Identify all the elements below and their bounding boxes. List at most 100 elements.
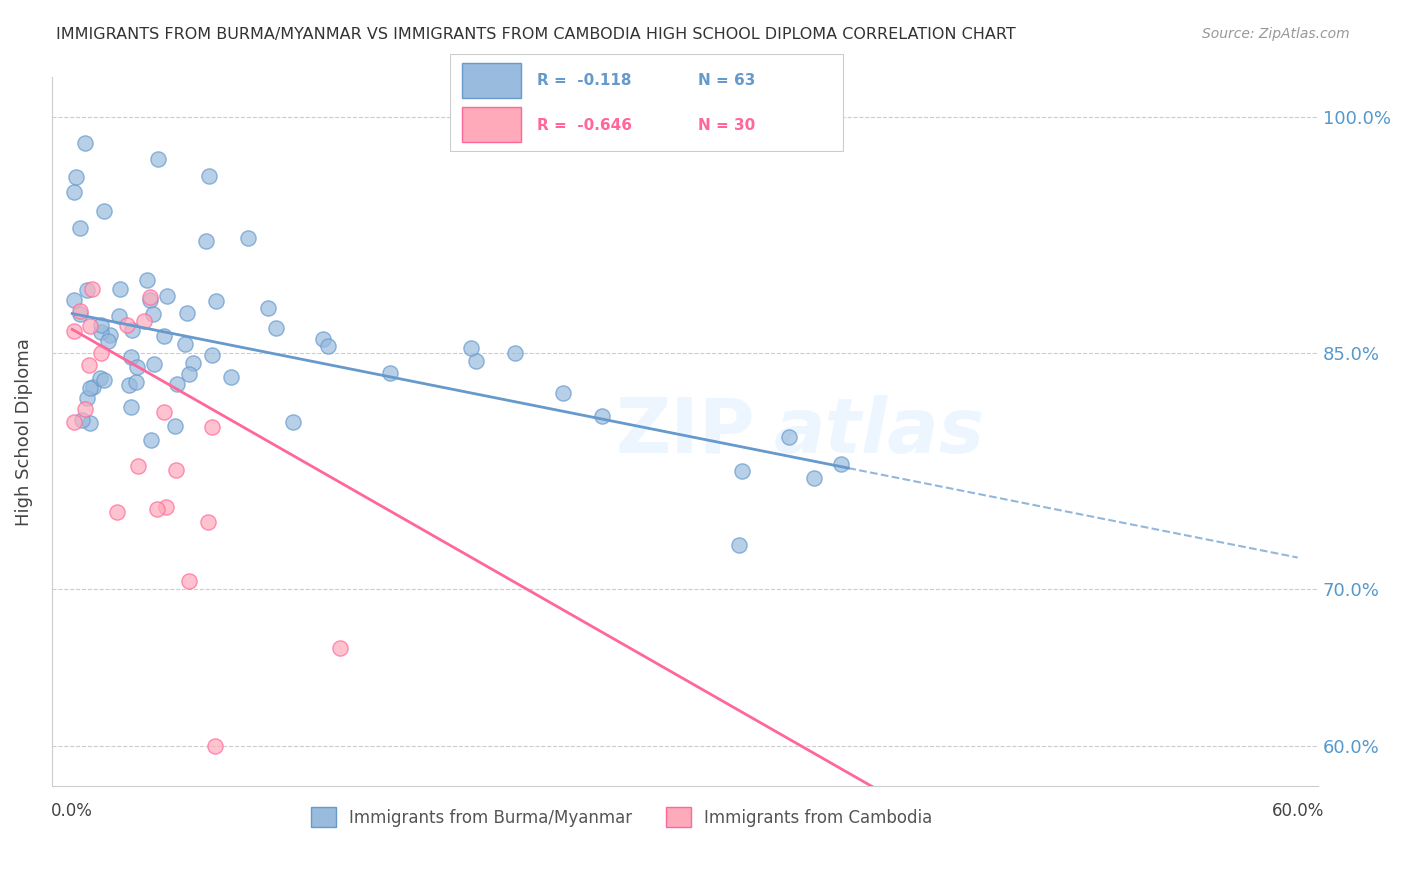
Point: [236, 231, 259, 245]
Point: [79, 381, 101, 395]
Point: [105, 505, 128, 519]
Point: [69, 304, 91, 318]
Point: [79, 318, 101, 333]
Point: [63, 324, 86, 338]
Point: [460, 341, 482, 355]
Point: [136, 273, 159, 287]
FancyBboxPatch shape: [461, 108, 520, 142]
Point: [152, 405, 174, 419]
Point: [778, 430, 800, 444]
Point: [194, 234, 217, 248]
Point: [143, 358, 166, 372]
Point: [69, 221, 91, 235]
Point: [146, 153, 169, 167]
Point: [266, 320, 288, 334]
Point: [166, 377, 188, 392]
Text: N = 63: N = 63: [697, 73, 755, 88]
Point: [146, 501, 169, 516]
Point: [256, 301, 278, 315]
Point: [727, 538, 749, 552]
Point: [98, 328, 121, 343]
Point: [281, 415, 304, 429]
Point: [117, 378, 139, 392]
Point: [76, 283, 98, 297]
Point: [176, 306, 198, 320]
Point: [204, 739, 226, 754]
Point: [82, 380, 104, 394]
Point: [591, 409, 613, 424]
Point: [152, 328, 174, 343]
Point: [316, 339, 339, 353]
Text: Source: ZipAtlas.com: Source: ZipAtlas.com: [1202, 27, 1350, 41]
Text: ZIP: ZIP: [616, 394, 755, 468]
Point: [69, 307, 91, 321]
Point: [177, 367, 200, 381]
Point: [174, 337, 197, 351]
Point: [70, 412, 93, 426]
Text: N = 30: N = 30: [697, 118, 755, 133]
Point: [108, 282, 131, 296]
Text: 0.0%: 0.0%: [51, 802, 93, 820]
FancyBboxPatch shape: [450, 54, 844, 152]
Point: [75, 401, 97, 416]
Point: [134, 314, 156, 328]
Point: [138, 293, 160, 308]
Point: [65, 170, 87, 185]
Point: [139, 433, 162, 447]
Point: [165, 463, 187, 477]
Point: [465, 354, 488, 368]
Point: [731, 464, 754, 478]
Point: [163, 418, 186, 433]
Point: [316, 865, 339, 880]
Point: [63, 415, 86, 429]
Point: [177, 574, 200, 588]
Point: [79, 416, 101, 430]
Point: [90, 346, 112, 360]
Point: [470, 865, 492, 880]
Legend: Immigrants from Burma/Myanmar, Immigrants from Cambodia: Immigrants from Burma/Myanmar, Immigrant…: [304, 800, 939, 834]
Point: [197, 515, 219, 529]
Point: [201, 348, 224, 362]
Point: [205, 294, 228, 309]
Point: [90, 325, 112, 339]
Point: [76, 391, 98, 405]
Point: [139, 290, 162, 304]
Point: [77, 359, 100, 373]
FancyBboxPatch shape: [461, 63, 520, 98]
Y-axis label: High School Diploma: High School Diploma: [15, 338, 32, 525]
Point: [80, 282, 103, 296]
Point: [120, 401, 142, 415]
Text: atlas: atlas: [773, 394, 984, 468]
Point: [127, 459, 149, 474]
Point: [125, 359, 148, 374]
Point: [93, 203, 115, 218]
Text: IMMIGRANTS FROM BURMA/MYANMAR VS IMMIGRANTS FROM CAMBODIA HIGH SCHOOL DIPLOMA CO: IMMIGRANTS FROM BURMA/MYANMAR VS IMMIGRA…: [56, 27, 1017, 42]
Point: [89, 371, 111, 385]
Point: [93, 373, 115, 387]
Point: [107, 309, 129, 323]
Point: [219, 370, 242, 384]
Point: [329, 640, 352, 655]
Point: [115, 318, 138, 332]
Point: [378, 366, 401, 380]
Point: [201, 420, 224, 434]
Text: 60.0%: 60.0%: [1271, 802, 1324, 820]
Point: [503, 346, 526, 360]
Point: [97, 334, 120, 348]
Point: [63, 293, 86, 307]
Point: [63, 186, 86, 200]
Point: [311, 332, 333, 346]
Point: [121, 323, 143, 337]
Point: [142, 307, 165, 321]
Point: [90, 318, 112, 332]
Point: [803, 471, 825, 485]
Point: [125, 375, 148, 389]
Point: [120, 350, 142, 364]
Point: [198, 169, 221, 184]
Point: [155, 500, 177, 515]
Point: [156, 289, 179, 303]
Point: [830, 457, 852, 471]
Point: [73, 136, 96, 151]
Point: [181, 356, 204, 370]
Text: R =  -0.118: R = -0.118: [537, 73, 631, 88]
